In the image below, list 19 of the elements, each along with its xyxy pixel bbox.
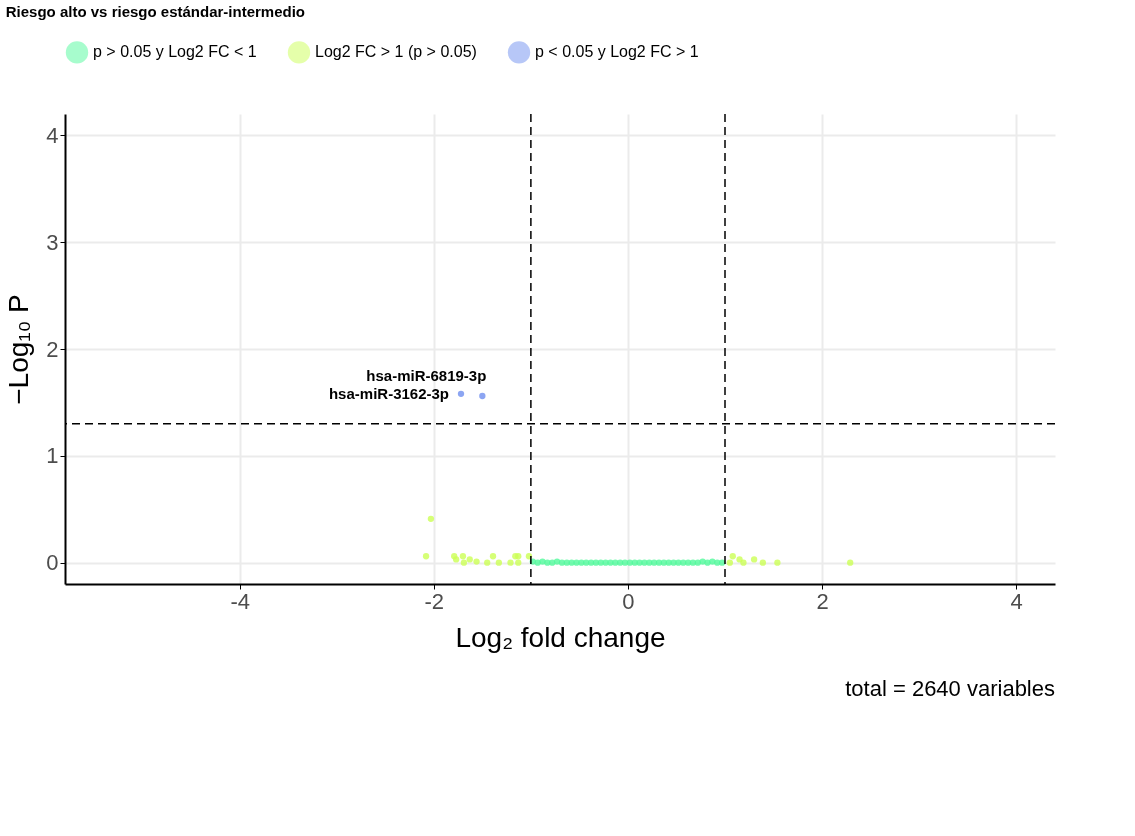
y-tick-label: 2 (46, 336, 59, 362)
annotation: hsa-miR-6819-3p (366, 367, 487, 384)
x-tick-label: -2 (424, 588, 445, 614)
legend-label: p > 0.05 y Log2 FC < 1 (93, 43, 257, 61)
x-axis-title: Log₂ fold change (455, 621, 666, 653)
x-tick-label: 4 (1010, 588, 1023, 614)
y-axis-title: −Log₁₀ P (3, 294, 35, 405)
y-tick-label: 1 (46, 443, 59, 469)
legend-label: p < 0.05 y Log2 FC > 1 (535, 43, 699, 61)
x-tick-label: -4 (230, 588, 250, 614)
y-tick-label: 3 (46, 229, 59, 255)
text: total = 2640 variables (845, 676, 1055, 701)
x-tick-label: 0 (622, 588, 635, 614)
legend-label: Log2 FC > 1 (p > 0.05) (315, 43, 477, 61)
y-tick-label: 4 (46, 122, 59, 148)
y-tick-label: 0 (46, 550, 59, 576)
annotation: hsa-miR-3162-3p (328, 384, 449, 402)
x-tick-label: 2 (816, 588, 829, 614)
chart-title: Riesgo alto vs riesgo estándar-intermedio (5, 3, 306, 20)
